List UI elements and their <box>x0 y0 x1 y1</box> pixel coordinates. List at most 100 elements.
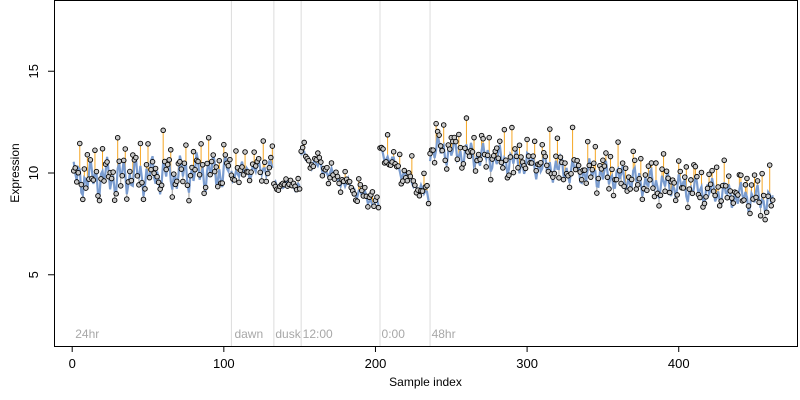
data-point <box>369 189 376 195</box>
data-point <box>475 151 482 158</box>
data-point <box>727 188 734 194</box>
x-tick-label: 300 <box>516 356 538 371</box>
data-point <box>184 182 191 189</box>
data-point <box>251 149 257 155</box>
data-point <box>609 166 615 173</box>
data-point <box>101 178 107 184</box>
data-point <box>90 177 97 183</box>
data-point <box>318 159 324 165</box>
data-point <box>569 124 576 131</box>
data-point <box>574 157 580 164</box>
data-point <box>530 153 536 159</box>
data-point <box>480 135 486 142</box>
data-point <box>160 127 166 134</box>
data-point <box>747 210 753 217</box>
data-point <box>484 152 491 159</box>
data-point <box>483 164 489 170</box>
data-point <box>675 158 682 164</box>
data-point <box>436 132 442 138</box>
data-point <box>539 141 546 148</box>
data-point <box>336 180 342 187</box>
data-point <box>486 134 492 141</box>
data-point <box>510 169 517 176</box>
data-point <box>568 171 574 177</box>
data-point <box>80 196 86 203</box>
data-point <box>630 148 636 155</box>
data-point <box>644 187 650 194</box>
data-point <box>351 191 357 197</box>
data-point <box>513 153 520 160</box>
data-point <box>365 204 371 210</box>
data-point <box>151 170 157 177</box>
data-point <box>296 186 303 192</box>
data-point <box>628 176 635 183</box>
data-point <box>524 136 530 143</box>
data-point <box>466 153 473 160</box>
data-point <box>509 124 515 131</box>
data-point <box>754 178 761 184</box>
data-point <box>471 134 477 141</box>
data-point <box>380 146 386 152</box>
data-point <box>81 166 88 172</box>
data-point <box>246 177 253 184</box>
data-point <box>375 204 382 211</box>
data-point <box>672 197 679 204</box>
data-point <box>198 141 204 147</box>
data-point <box>701 200 708 207</box>
data-point <box>503 157 509 164</box>
data-point <box>83 185 89 191</box>
data-point <box>674 192 680 198</box>
data-point <box>756 199 762 206</box>
data-point <box>531 138 538 145</box>
data-point <box>143 161 150 168</box>
data-point <box>721 157 727 164</box>
data-point <box>544 162 550 169</box>
data-point <box>554 135 561 141</box>
data-point <box>741 197 747 203</box>
data-point <box>395 163 401 169</box>
data-point <box>762 216 768 223</box>
data-point <box>201 190 207 197</box>
data-point <box>766 162 773 168</box>
data-point <box>703 194 709 200</box>
data-point <box>140 196 147 203</box>
y-axis: 5 10 15 <box>26 64 54 278</box>
data-point <box>677 168 683 175</box>
data-point <box>219 180 226 186</box>
data-point <box>653 160 659 166</box>
y-tick-label: 10 <box>26 166 41 180</box>
data-point <box>268 154 274 161</box>
data-point <box>342 168 348 175</box>
data-point <box>578 176 585 183</box>
data-point <box>77 140 83 147</box>
data-point <box>208 158 215 165</box>
data-point <box>166 157 172 163</box>
data-point <box>124 196 130 202</box>
data-point <box>498 159 505 166</box>
data-point <box>233 148 239 154</box>
data-point <box>257 169 263 176</box>
data-point <box>263 178 270 185</box>
data-point <box>222 152 229 158</box>
data-point <box>78 181 85 188</box>
data-point <box>556 175 562 181</box>
data-point <box>615 139 621 145</box>
data-point <box>104 159 110 165</box>
data-point <box>439 147 445 154</box>
data-point <box>328 160 335 166</box>
data-point <box>357 181 364 188</box>
data-point <box>588 174 594 180</box>
data-point <box>266 164 273 171</box>
data-point <box>410 178 417 184</box>
data-point <box>685 204 691 211</box>
data-point <box>575 162 582 169</box>
data-point <box>650 185 656 191</box>
data-point <box>316 154 323 161</box>
data-point <box>657 192 664 199</box>
data-point <box>651 193 658 200</box>
data-point <box>632 157 638 164</box>
data-point <box>96 197 103 204</box>
data-point <box>164 161 171 168</box>
data-point <box>469 149 476 155</box>
data-point <box>301 139 307 146</box>
